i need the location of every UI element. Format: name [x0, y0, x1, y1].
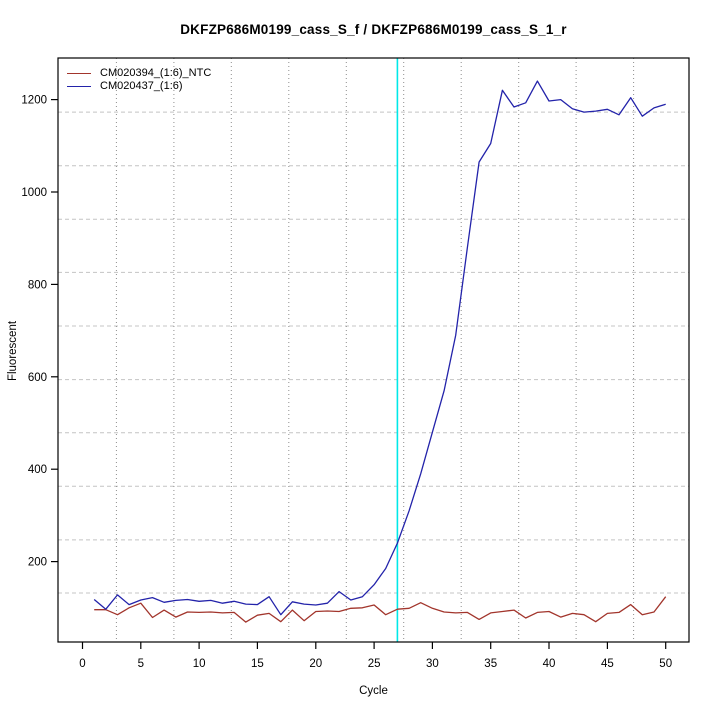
- legend: CM020394_(1:6)_NTC CM020437_(1:6): [67, 67, 211, 93]
- series-line-1: [93, 80, 666, 616]
- y-tick-label: 600: [28, 372, 47, 384]
- y-tick-label: 800: [28, 279, 47, 291]
- legend-line-swatch-ntc: [67, 73, 91, 74]
- x-tick-label: 35: [484, 658, 497, 670]
- legend-label: CM020437_(1:6): [100, 80, 183, 92]
- y-tick-label: 200: [28, 557, 47, 569]
- legend-item: CM020437_(1:6): [67, 80, 211, 93]
- x-tick-label: 30: [426, 658, 439, 670]
- legend-label: CM020394_(1:6)_NTC: [100, 67, 212, 79]
- x-tick-label: 0: [79, 658, 85, 670]
- x-tick-label: 5: [138, 658, 144, 670]
- x-tick-label: 40: [543, 658, 556, 670]
- x-tick-label: 50: [659, 658, 672, 670]
- x-tick-label: 10: [193, 658, 206, 670]
- x-axis-label: Cycle: [359, 685, 388, 697]
- y-tick-label: 1200: [21, 95, 47, 107]
- y-tick-label: 1000: [21, 187, 47, 199]
- x-tick-label: 20: [309, 658, 322, 670]
- chart-title: DKFZP686M0199_cass_S_f / DKFZP686M0199_c…: [180, 22, 567, 37]
- legend-line-swatch-sample: [67, 86, 91, 87]
- y-tick-label: 400: [28, 464, 47, 476]
- legend-item: CM020394_(1:6)_NTC: [67, 67, 211, 80]
- plot-frame: [57, 57, 690, 643]
- series-line-0: [94, 596, 667, 623]
- x-tick-label: 25: [368, 658, 381, 670]
- x-tick-label: 45: [601, 658, 614, 670]
- x-tick-label: 15: [251, 658, 264, 670]
